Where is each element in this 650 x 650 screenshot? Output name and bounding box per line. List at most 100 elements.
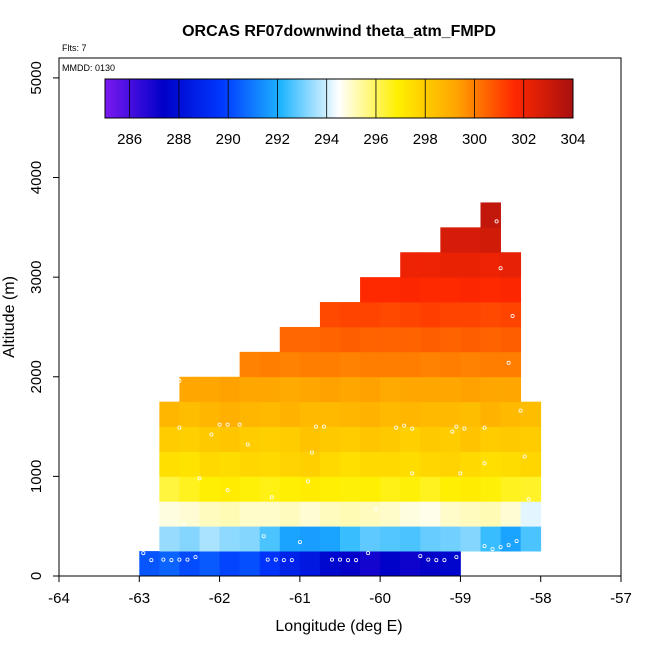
heatmap-cell (400, 476, 421, 502)
observation-point (482, 544, 487, 549)
heatmap-cell (159, 451, 180, 477)
observation-point (434, 558, 439, 563)
observation-point (281, 558, 286, 563)
heatmap-cell (520, 426, 542, 452)
heatmap-cell (400, 252, 421, 278)
heatmap-cell (380, 426, 401, 452)
heatmap-cell (440, 351, 461, 378)
y-tick-label: 1000 (28, 460, 45, 493)
heatmap-cell (440, 252, 461, 278)
heatmap-cell (400, 426, 421, 452)
heatmap-cell (380, 277, 401, 303)
heatmap-cell (299, 451, 321, 477)
y-axis: 0 1000 2000 3000 4000 5000 (28, 61, 59, 580)
heatmap-cell (360, 351, 381, 378)
colorbar-tick-label: 304 (560, 131, 585, 148)
heatmap-cell (480, 277, 501, 303)
heatmap-cell (239, 501, 261, 527)
heatmap-cell (480, 326, 501, 353)
heatmap-cell (340, 376, 361, 403)
heatmap-cell (319, 376, 341, 403)
observation-point (181, 522, 186, 527)
heatmap-cell (420, 501, 441, 527)
heatmap-cell (319, 326, 341, 353)
heatmap-cell (440, 451, 461, 477)
colorbar-tick-label: 300 (462, 131, 487, 148)
heatmap-cell (239, 476, 261, 502)
heatmap-cell (460, 277, 481, 303)
heatmap-cell (440, 426, 461, 452)
observation-point (410, 426, 415, 431)
heatmap-cell (400, 326, 421, 353)
heatmap-cell (139, 551, 160, 577)
heatmap-cell (500, 252, 522, 278)
observation-point (329, 557, 334, 562)
heatmap-cell (279, 551, 301, 577)
x-axis-label: Longitude (deg E) (275, 618, 402, 635)
observation-point (510, 313, 515, 318)
heatmap-cell (460, 476, 481, 502)
heatmap-cell (420, 526, 441, 552)
observation-point (494, 219, 499, 224)
heatmap-cell (279, 426, 301, 452)
heatmap-cell (199, 426, 220, 452)
observation-point (462, 426, 467, 431)
heatmap-cell (360, 376, 381, 403)
heatmap-cell (380, 401, 401, 427)
observation-point (245, 442, 250, 447)
heatmap-cell (520, 501, 542, 527)
heatmap-cell (380, 326, 401, 353)
heatmap-cell (219, 426, 241, 452)
heatmap-cell (239, 526, 261, 552)
heatmap-cell (179, 551, 200, 577)
heatmap-cell (500, 277, 522, 303)
heatmap-cell (460, 351, 481, 378)
heatmap-cell (319, 351, 341, 378)
heatmap-cell (440, 401, 461, 427)
x-tick-label: -62 (209, 590, 231, 607)
heatmap-cell (460, 526, 481, 552)
heatmap-cell (319, 501, 341, 527)
observation-point (402, 423, 407, 428)
y-tick-label: 3000 (28, 261, 45, 294)
observation-point (217, 422, 222, 427)
heatmap-cell (500, 451, 522, 477)
heatmap-cell (400, 451, 421, 477)
x-tick-label: -60 (369, 590, 391, 607)
heatmap-cell (380, 526, 401, 552)
heatmap-cell (239, 551, 261, 577)
observation-point (237, 422, 242, 427)
plot-frame (58, 57, 622, 577)
colorbar-tick-label: 294 (314, 131, 339, 148)
observation-point (498, 266, 503, 271)
observation-point (265, 557, 270, 562)
observation-point (193, 555, 198, 560)
observation-point (297, 540, 302, 545)
date-label: MMDD: 0130 (62, 63, 115, 73)
heatmap-cell (279, 476, 301, 502)
heatmap-cell (460, 252, 481, 278)
heatmap-cell (219, 476, 241, 502)
heatmap-cell (360, 526, 381, 552)
colorbar-tick-label: 298 (413, 131, 438, 148)
heatmap-cell (480, 401, 501, 427)
heatmap-cell (159, 401, 180, 427)
heatmap-cell (199, 526, 220, 552)
heatmap-cell (299, 401, 321, 427)
heatmap-cell (199, 451, 220, 477)
heatmap-cell (400, 302, 421, 328)
heatmap-cell (159, 526, 180, 552)
heatmap-cell (239, 426, 261, 452)
heatmap-cell (360, 501, 381, 527)
heatmap-cell (500, 351, 522, 378)
colorbar-tick-label: 302 (511, 131, 536, 148)
x-tick-label: -58 (530, 590, 552, 607)
heatmap-cell (340, 401, 361, 427)
heatmap-cell (239, 401, 261, 427)
observation-point (261, 534, 266, 539)
observation-point (305, 479, 310, 484)
x-axis: -64 -63 -62 -61 -60 -59 -58 -57 (48, 576, 632, 607)
observation-point (506, 360, 511, 365)
y-tick-label: 5000 (28, 61, 45, 94)
